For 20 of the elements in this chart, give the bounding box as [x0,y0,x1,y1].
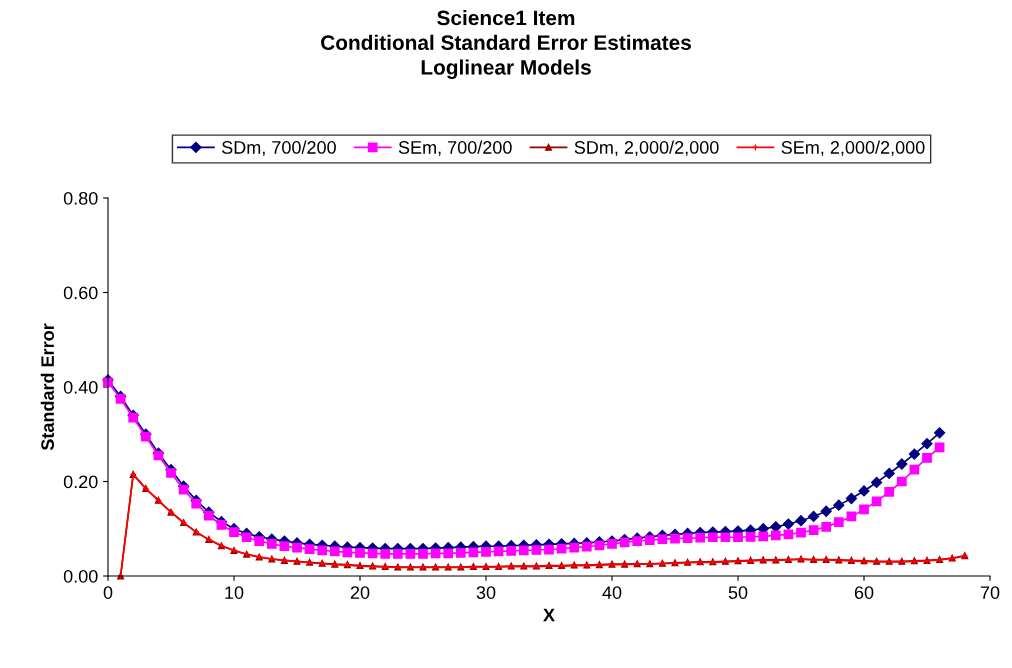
x-tick-label: 70 [980,586,1000,599]
x-tick-label: 50 [728,586,748,599]
y-tick-label: 0.00 [63,569,98,583]
x-tick-label: 60 [854,586,874,599]
x-tick-label: 20 [350,586,370,599]
legend-label: SEm, 2,000/2,000 [781,140,925,156]
x-tick-label: 0 [103,586,113,599]
y-tick-label: 0.20 [63,475,98,489]
y-axis-title: Standard Error [40,323,55,451]
y-tick-label: 0.80 [63,191,98,205]
legend-label: SEm, 700/200 [398,140,512,156]
y-tick-label: 0.60 [63,286,98,300]
x-tick-label: 40 [602,586,622,599]
x-tick-label: 10 [225,586,244,599]
x-axis-title: X [543,608,555,622]
legend-label: SDm, 700/200 [222,140,336,156]
chart-title: Science1 Item Conditional Standard Error Estimates Loglinear Models [321,10,691,79]
x-tick-label: 30 [476,586,496,599]
y-tick-label: 0.40 [63,380,98,394]
legend-label: SDm, 2,000/2,000 [574,140,719,156]
